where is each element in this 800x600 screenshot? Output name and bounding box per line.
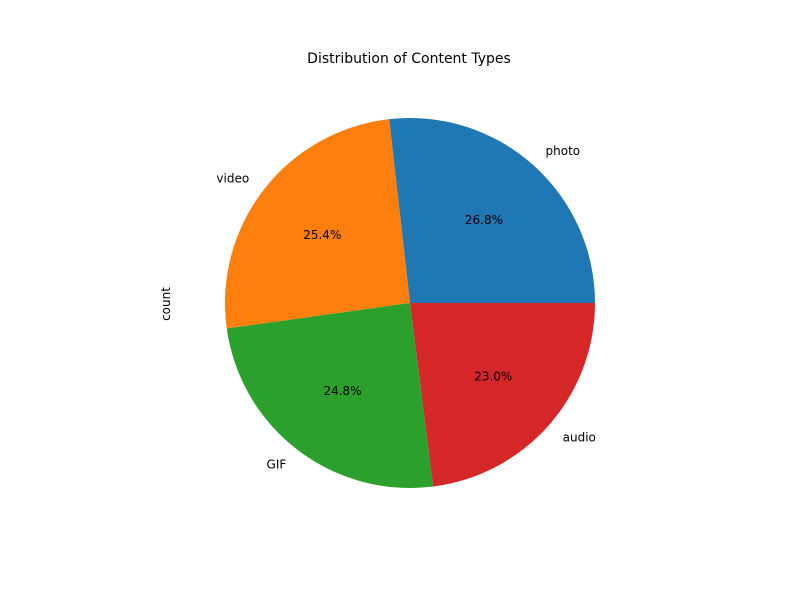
pct-label-gif: 24.8% [323, 384, 361, 398]
pct-label-audio: 23.0% [474, 369, 512, 383]
pie-slices [224, 118, 595, 488]
pie-slice-video [224, 119, 410, 329]
slice-label-video: video [216, 171, 249, 185]
chart-title: Distribution of Content Types [307, 51, 511, 67]
pie-slice-gif [226, 303, 434, 488]
pie-slice-audio [410, 303, 595, 487]
pct-label-video: 25.4% [303, 228, 341, 242]
slice-label-photo: photo [546, 144, 581, 158]
pie-labels: photo 26.8% video 25.4% GIF 24.8% audio 23.0% [216, 144, 595, 471]
slice-label-gif: GIF [267, 458, 287, 472]
pct-label-photo: 26.8% [465, 213, 503, 227]
pie-slice-photo [389, 118, 595, 303]
y-axis-label: count [159, 287, 173, 321]
slice-label-audio: audio [563, 431, 596, 445]
